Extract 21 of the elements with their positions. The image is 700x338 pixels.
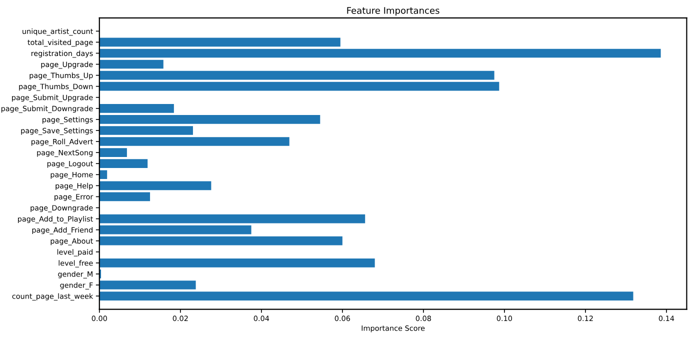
bar [99,126,193,135]
bar [99,280,196,290]
bar [99,70,494,80]
chart-title: Feature Importances [347,7,440,16]
bar [99,159,148,168]
bar [99,258,375,268]
bar [99,104,174,113]
bar [99,148,127,157]
bar [99,292,634,300]
bar [99,115,320,124]
bar [99,214,366,224]
bar [99,170,108,180]
bar [99,137,290,146]
bar [99,60,164,69]
bar [99,192,150,202]
bar [99,181,212,190]
bar [99,236,342,246]
bar [99,48,661,58]
bar [99,82,500,91]
bar [99,38,340,47]
bar [99,225,252,234]
